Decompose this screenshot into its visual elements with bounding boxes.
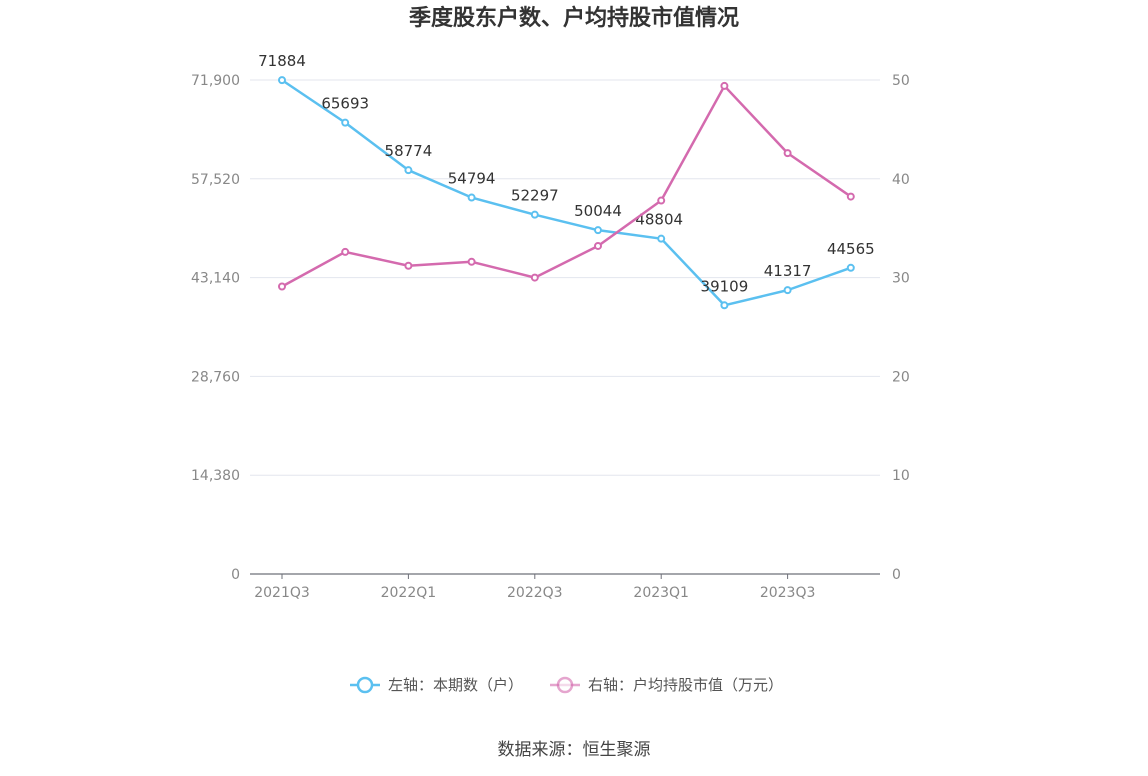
left-tick-label: 14,380 xyxy=(191,468,240,484)
x-tick-label: 2023Q3 xyxy=(760,585,816,601)
data-label: 54794 xyxy=(448,170,496,188)
series-layer: 71884 65693 58774 54794 52297 50044 48804 39109… xyxy=(258,52,875,310)
data-label: 65693 xyxy=(321,95,369,113)
right-axis-ticks: 0 10 20 30 40 50 xyxy=(892,73,910,583)
data-point xyxy=(783,149,792,158)
chart-title: 季度股东户数、户均持股市值情况 xyxy=(409,5,739,31)
right-tick-label: 50 xyxy=(892,73,910,89)
source-note: 数据来源：恒生聚源 xyxy=(498,740,651,760)
data-label: 52297 xyxy=(511,187,559,205)
legend-marker xyxy=(556,676,574,694)
data-point xyxy=(720,81,729,90)
data-point xyxy=(657,234,666,243)
data-point xyxy=(846,192,855,201)
data-point xyxy=(783,286,792,295)
right-tick-label: 0 xyxy=(892,567,901,583)
data-point xyxy=(341,118,350,127)
data-point xyxy=(594,226,602,235)
data-label: 39109 xyxy=(701,277,749,295)
data-point xyxy=(720,301,729,310)
left-axis-ticks: 0 14,380 28,760 43,140 57,520 71,900 xyxy=(191,73,240,583)
data-label: 71884 xyxy=(258,52,306,70)
x-tick-label: 2021Q3 xyxy=(254,585,310,601)
legend-marker xyxy=(356,676,374,694)
left-tick-label: 71,900 xyxy=(191,73,240,89)
data-point xyxy=(467,193,476,202)
legend-label: 右轴：户均持股市值（万元） xyxy=(588,676,783,694)
data-point xyxy=(657,196,666,205)
data-point xyxy=(404,166,413,175)
data-point xyxy=(530,273,539,282)
left-tick-label: 0 xyxy=(231,567,240,583)
legend-item-1[interactable]: 左轴：本期数（户） xyxy=(350,676,523,694)
left-tick-label: 43,140 xyxy=(191,271,240,287)
x-tick-label: 2023Q1 xyxy=(633,585,689,601)
legend[interactable]: 左轴：本期数（户） 右轴：户均持股市值（万元） xyxy=(350,676,783,694)
data-point xyxy=(278,282,286,291)
x-tick-label: 2022Q1 xyxy=(381,585,437,601)
data-point xyxy=(530,210,539,219)
series-2 xyxy=(278,81,855,291)
right-tick-label: 10 xyxy=(892,468,910,484)
data-label: 48804 xyxy=(635,211,683,229)
right-tick-label: 20 xyxy=(892,369,910,385)
series-line xyxy=(281,79,852,307)
data-label: 58774 xyxy=(385,142,433,160)
right-tick-label: 30 xyxy=(892,271,910,287)
x-tick-label: 2022Q3 xyxy=(507,585,563,601)
data-point xyxy=(278,76,286,85)
series-line xyxy=(281,84,852,288)
series-1: 71884 65693 58774 54794 52297 50044 48804 39109… xyxy=(258,52,875,310)
data-point xyxy=(467,257,476,266)
legend-label: 左轴：本期数（户） xyxy=(388,676,523,694)
data-label: 50044 xyxy=(574,202,622,220)
data-label: 44565 xyxy=(827,240,875,258)
left-tick-label: 57,520 xyxy=(191,172,240,188)
data-point xyxy=(404,261,413,270)
x-axis: 2021Q3 2022Q1 2022Q3 2023Q1 2023Q3 xyxy=(250,573,880,601)
data-point xyxy=(341,247,350,256)
right-tick-label: 40 xyxy=(892,172,910,188)
left-tick-label: 28,760 xyxy=(191,369,240,385)
data-point xyxy=(846,263,855,272)
data-label: 41317 xyxy=(764,262,812,280)
data-point xyxy=(594,241,602,250)
grid-lines xyxy=(250,79,880,476)
legend-item-2[interactable]: 右轴：户均持股市值（万元） xyxy=(550,676,783,694)
